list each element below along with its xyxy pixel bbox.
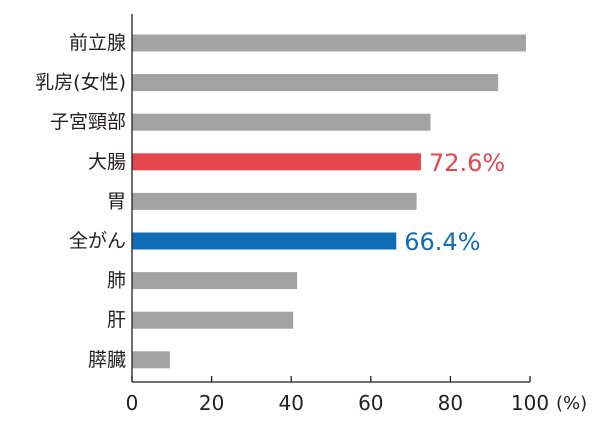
category-label-0: 前立腺 bbox=[69, 32, 126, 54]
x-tick-label-2: 40 bbox=[278, 391, 303, 415]
value-labels-group: 72.6% 66.4% bbox=[404, 149, 505, 256]
bar-4 bbox=[132, 192, 417, 210]
bar-3 bbox=[132, 153, 421, 171]
x-tick-label-0: 0 bbox=[126, 391, 139, 415]
category-label-6: 肺 bbox=[107, 270, 126, 292]
x-tick-label-1: 20 bbox=[199, 391, 224, 415]
category-label-8: 膵臓 bbox=[88, 349, 126, 371]
x-tick-label-5: 100 bbox=[511, 391, 549, 415]
category-label-5: 全がん bbox=[69, 230, 126, 252]
x-tick-label-3: 60 bbox=[358, 391, 383, 415]
value-label-5: 66.4% bbox=[404, 228, 480, 256]
bar-5 bbox=[132, 232, 397, 250]
bar-6 bbox=[132, 272, 298, 290]
category-label-1: 乳房(女性) bbox=[35, 72, 126, 94]
category-label-7: 肝 bbox=[107, 309, 126, 331]
bar-7 bbox=[132, 311, 294, 329]
category-label-2: 子宮頸部 bbox=[50, 111, 126, 133]
bar-1 bbox=[132, 74, 499, 92]
x-ticks-group: 0 20 40 60 80 100 bbox=[126, 376, 549, 415]
x-axis-unit: (%) bbox=[556, 393, 587, 414]
value-label-3: 72.6% bbox=[429, 149, 505, 177]
bar-2 bbox=[132, 113, 431, 131]
bars-group bbox=[132, 34, 527, 369]
bar-8 bbox=[132, 351, 170, 369]
bar-0 bbox=[132, 34, 527, 52]
category-label-3: 大腸 bbox=[88, 151, 126, 173]
category-label-4: 胃 bbox=[107, 190, 126, 212]
x-tick-label-4: 80 bbox=[438, 391, 463, 415]
